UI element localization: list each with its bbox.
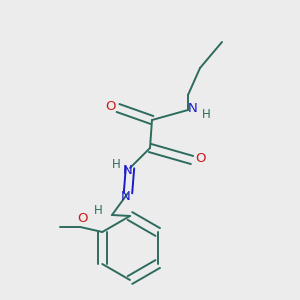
Text: N: N <box>188 101 198 115</box>
Text: O: O <box>105 100 115 112</box>
Text: H: H <box>112 158 120 172</box>
Text: O: O <box>77 212 88 226</box>
Text: O: O <box>196 152 206 166</box>
Text: N: N <box>123 164 133 176</box>
Text: H: H <box>94 205 102 218</box>
Text: H: H <box>202 107 210 121</box>
Text: N: N <box>121 190 131 202</box>
